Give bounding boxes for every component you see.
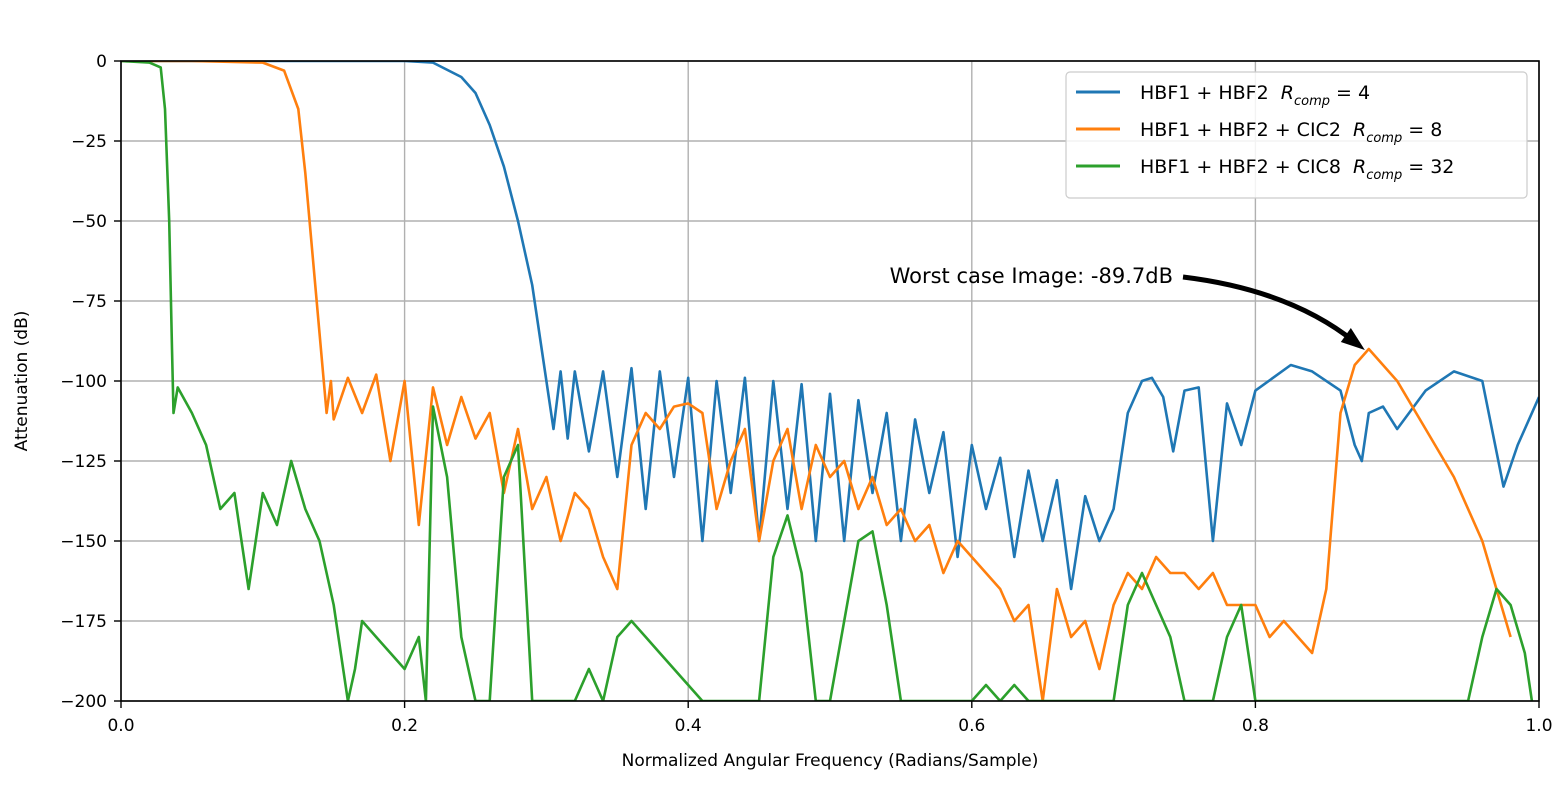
legend-box (1065, 71, 1528, 199)
legend: HBF1 + HBF2 Rcomp = 4 HBF1 + HBF2 + CIC2 … (1065, 71, 1528, 199)
legend-r-subscript-2: comp (1366, 168, 1402, 183)
legend-name-0: HBF1 + HBF2 (1140, 82, 1281, 104)
legend-r-symbol-2: R (1353, 156, 1366, 178)
series-line-1 (121, 61, 1512, 701)
series-line-0 (121, 61, 1539, 591)
legend-rcomp-value-0: = 4 (1330, 82, 1370, 104)
x-tick-label-5: 1.0 (1525, 716, 1552, 736)
legend-name-2: HBF1 + HBF2 + CIC8 (1140, 156, 1353, 178)
y-tick-label-4: −100 (60, 372, 107, 392)
annotation-arrow-head (1340, 328, 1365, 351)
legend-r-symbol-0: R (1281, 82, 1294, 104)
y-axis-label: Attenuation (dB) (12, 311, 32, 452)
x-tick-label-3: 0.6 (958, 716, 985, 736)
x-axis-label: Normalized Angular Frequency (Radians/Sa… (622, 751, 1039, 771)
legend-r-symbol-1: R (1353, 119, 1366, 141)
legend-rcomp-value-2: = 32 (1402, 156, 1454, 178)
legend-entry-0: HBF1 + HBF2 Rcomp = 4 (1140, 82, 1370, 109)
legend-rcomp-value-1: = 8 (1402, 119, 1442, 141)
legend-r-subscript-1: comp (1366, 131, 1402, 146)
y-tick-label-5: −125 (60, 452, 107, 472)
annotation-text: Worst case Image: -89.7dB (890, 264, 1173, 288)
x-tick-label-4: 0.8 (1242, 716, 1269, 736)
y-tick-label-3: −75 (71, 292, 107, 312)
ticks: 0.0 0.2 0.4 0.6 0.8 1.0 0 −25 −50 −75 −100 −125 −150… (60, 52, 1552, 736)
series-line-2 (121, 61, 1534, 701)
legend-entry-2: HBF1 + HBF2 + CIC8 Rcomp = 32 (1140, 156, 1454, 183)
y-tick-label-6: −150 (60, 532, 107, 552)
x-tick-label-2: 0.4 (675, 716, 702, 736)
y-tick-label-1: −25 (71, 132, 107, 152)
legend-entry-1: HBF1 + HBF2 + CIC2 Rcomp = 8 (1140, 119, 1442, 146)
legend-name-1: HBF1 + HBF2 + CIC2 (1140, 119, 1353, 141)
y-tick-label-2: −50 (71, 212, 107, 232)
x-tick-label-0: 0.0 (107, 716, 134, 736)
annotation-arrow-shaft (1182, 274, 1357, 344)
y-tick-label-0: 0 (96, 52, 107, 72)
series-group (121, 61, 1539, 701)
legend-r-subscript-0: comp (1294, 94, 1330, 109)
annotation: Worst case Image: -89.7dB (890, 264, 1365, 351)
x-tick-label-1: 0.2 (391, 716, 418, 736)
y-tick-label-8: −200 (60, 692, 107, 712)
y-tick-label-7: −175 (60, 612, 107, 632)
